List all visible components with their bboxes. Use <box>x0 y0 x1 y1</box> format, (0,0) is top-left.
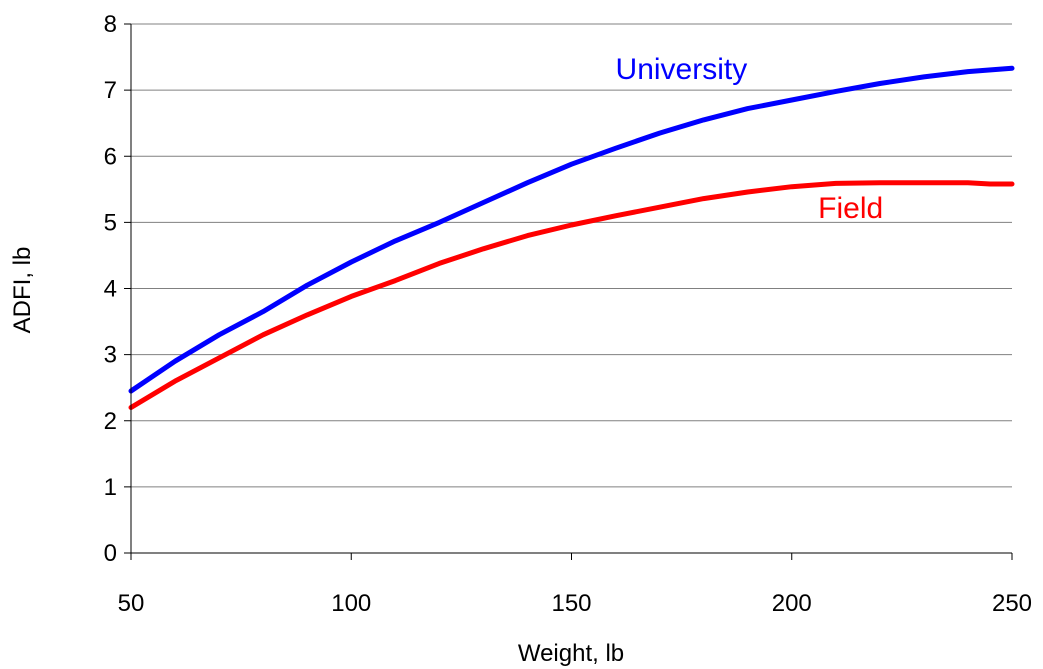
x-tick-label: 100 <box>331 590 371 617</box>
x-tick-label: 250 <box>992 590 1032 617</box>
y-tick-label: 6 <box>104 143 117 170</box>
y-tick-label: 0 <box>104 540 117 567</box>
y-tick-label: 5 <box>104 209 117 236</box>
y-tick-label: 7 <box>104 77 117 104</box>
y-tick-label: 8 <box>104 11 117 38</box>
series-annotations: University Field <box>616 53 884 225</box>
tick-labels: 0 1 2 3 4 5 6 7 8 50 100 150 200 250 <box>104 11 1032 617</box>
axes <box>124 23 1013 560</box>
annotation-field: Field <box>818 192 883 225</box>
y-tick-label: 4 <box>104 276 117 303</box>
x-axis-title: Weight, lb <box>518 640 624 667</box>
x-tick-label: 50 <box>118 590 145 617</box>
series-line-field <box>128 180 1015 410</box>
x-tick-label: 150 <box>551 590 591 617</box>
y-tick-label: 2 <box>104 408 117 435</box>
series-lines <box>128 65 1015 410</box>
y-axis-title: ADFI, lb <box>9 247 36 334</box>
y-tick-label: 3 <box>104 342 117 369</box>
grid-lines <box>131 23 1012 488</box>
annotation-university: University <box>616 53 748 86</box>
series-line-university <box>128 65 1015 394</box>
x-tick-label: 200 <box>772 590 812 617</box>
y-tick-label: 1 <box>104 474 117 501</box>
